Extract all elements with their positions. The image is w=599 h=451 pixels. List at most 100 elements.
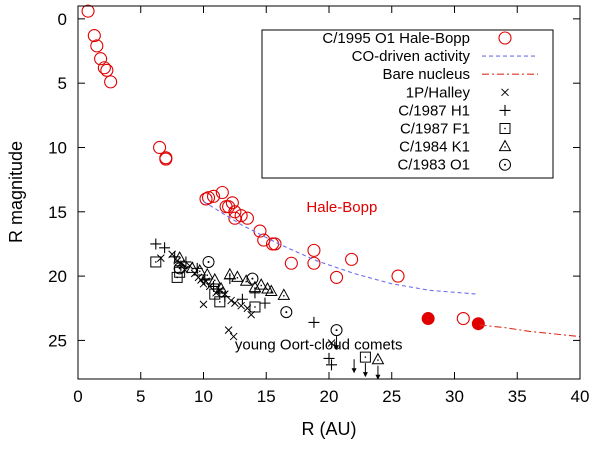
limit-arrow-head (351, 368, 357, 374)
limit-arrow-head (375, 374, 381, 380)
data-point-triangle (185, 261, 199, 273)
data-point (94, 52, 108, 66)
data-point (359, 351, 371, 363)
data-point (249, 287, 261, 299)
data-point (268, 237, 282, 251)
data-point (173, 262, 186, 275)
data-point (421, 312, 435, 326)
legend-label: C/1983 O1 (397, 157, 470, 174)
data-point (499, 123, 511, 134)
data-point-triangle (254, 278, 268, 290)
legend-label: 1P/Halley (406, 84, 471, 101)
data-point-circle (173, 262, 186, 275)
limit-arrow-head (362, 372, 368, 378)
data-point (499, 104, 511, 116)
data-point-dot (335, 329, 338, 332)
data-point (208, 280, 220, 292)
series (421, 312, 485, 331)
data-point (234, 209, 248, 223)
x-tick-label: 20 (320, 387, 339, 406)
data-point-dot (377, 359, 379, 361)
annotation: young Oort-cloud comets (235, 336, 403, 353)
data-point (206, 189, 221, 203)
data-point (159, 242, 171, 254)
data-point-dot (206, 274, 208, 276)
series (173, 251, 385, 365)
plot-frame (77, 5, 581, 380)
data-point (174, 266, 186, 278)
data-point (173, 251, 187, 263)
data-point (284, 256, 298, 270)
data-point (456, 311, 470, 326)
data-point (214, 281, 228, 294)
data-point (224, 326, 233, 334)
data-point (246, 272, 259, 285)
data-point-triangle (231, 270, 244, 282)
data-point-dot (178, 257, 181, 260)
legend-label: C/1995 O1 Hale-Bopp (322, 30, 470, 47)
x-tick-label: 30 (445, 387, 464, 406)
data-point (254, 278, 268, 290)
data-point (239, 274, 253, 286)
y-tick-label: 10 (48, 138, 67, 157)
x-axis-title: R (AU) (302, 419, 357, 439)
data-point (150, 256, 162, 268)
data-point-dot (285, 311, 288, 314)
data-point-dot (270, 291, 272, 293)
data-point (499, 158, 511, 171)
series (150, 256, 371, 363)
data-point (215, 185, 229, 200)
data-point (199, 192, 213, 206)
data-point (185, 261, 199, 273)
x-tick-label: 5 (136, 387, 145, 406)
data-point (498, 31, 512, 45)
data-point-square (249, 301, 261, 313)
data-point-dot (364, 356, 367, 358)
series (479, 324, 581, 338)
data-point (249, 301, 261, 313)
data-point-square (150, 256, 162, 268)
legend-label: C/1987 H1 (398, 102, 470, 119)
legend-box (261, 29, 554, 179)
data-point-dot (283, 295, 285, 297)
data-point (208, 272, 222, 285)
data-point-dot (251, 277, 254, 280)
data-point (150, 238, 162, 250)
data-point-dot (229, 274, 231, 276)
data-point-dot (245, 280, 247, 283)
y-tick-label: 20 (48, 267, 67, 286)
y-tick-label: 25 (48, 331, 67, 350)
annotations: Hale-Bopp young Oort-cloud comets (235, 199, 403, 354)
data-point (259, 297, 271, 309)
legend-label: Bare nucleus (382, 66, 470, 83)
data-point (193, 263, 207, 276)
data-point-dot (178, 267, 181, 270)
data-point-square (214, 296, 226, 308)
limit-arrow-head (334, 345, 340, 351)
chart-marks (81, 4, 581, 380)
y-tick-label: 0 (58, 10, 67, 29)
data-point-triangle (223, 267, 237, 280)
data-point-circle (202, 255, 215, 268)
data-point-dot (504, 146, 506, 148)
data-point-circle (499, 158, 511, 171)
x-tick-label: 25 (382, 387, 401, 406)
data-point-dot (214, 279, 216, 282)
data-point-dot (254, 287, 256, 289)
data-point-triangle (173, 251, 187, 263)
series-line (479, 324, 581, 338)
legend-label: C/1984 K1 (399, 139, 470, 156)
data-point (228, 205, 242, 219)
data-point (159, 152, 173, 166)
data-point-triangle (214, 281, 228, 294)
data-point (326, 359, 338, 371)
data-point-triangle (193, 263, 207, 276)
data-point (329, 270, 344, 284)
series (203, 201, 478, 295)
tick-labels: 0 5 10 15 20 25 30 35 40 0 5 10 15 20 25 (48, 10, 589, 406)
data-point (228, 211, 242, 225)
data-point (100, 63, 114, 77)
data-point (153, 140, 167, 155)
data-point (87, 29, 101, 43)
